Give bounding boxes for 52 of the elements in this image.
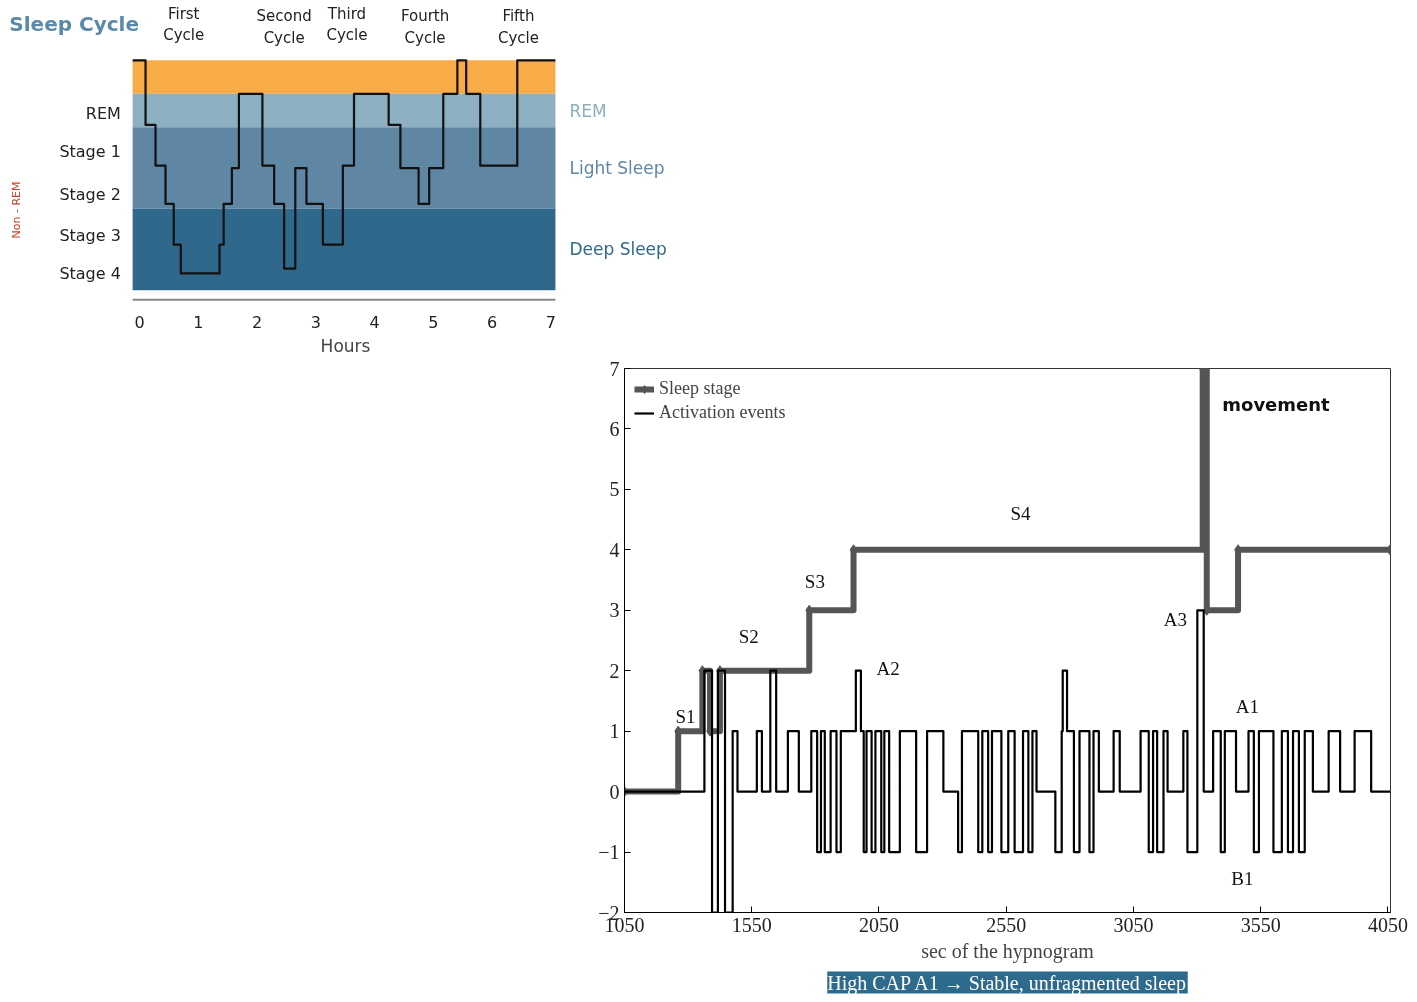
annotation: A2 <box>876 657 900 679</box>
x-tick-label: 3 <box>310 312 321 332</box>
y-tick-label: 5 <box>609 478 620 501</box>
y-tick-label: 2 <box>609 659 620 682</box>
chart-title: Sleep Cycle <box>9 12 139 37</box>
band-label: REM <box>569 100 607 121</box>
x-tick-label: 3050 <box>1113 913 1154 936</box>
x-tick-label: 6 <box>486 312 498 332</box>
text: Fourth Cycle <box>400 7 450 47</box>
y-tick-label: −1 <box>598 841 620 864</box>
text: Fifth Cycle <box>497 7 539 47</box>
text: Second Cycle <box>256 7 312 47</box>
x-tick-label: 5 <box>428 312 439 332</box>
annotation: S3 <box>804 571 825 593</box>
text: Stage 1 <box>59 141 121 161</box>
annotation: S1 <box>675 705 696 727</box>
y-tick-label: 4 <box>609 538 620 561</box>
x-axis-title: Hours <box>320 335 371 356</box>
legend-label: Activation events <box>659 402 786 423</box>
text: Stage 4 <box>59 263 121 283</box>
text: Third Cycle <box>326 4 368 45</box>
legend-label: Sleep stage <box>659 378 741 399</box>
annotation: movement <box>1222 394 1331 416</box>
text: Stage 3 <box>59 225 121 245</box>
text: First Cycle <box>163 4 205 45</box>
band-label: Light Sleep <box>569 158 665 179</box>
x-tick-label: 2050 <box>858 913 899 936</box>
annotation: S2 <box>738 625 759 647</box>
x-tick-label: 7 <box>545 312 556 332</box>
x-tick-label: 2550 <box>986 913 1027 936</box>
text: REM <box>85 103 121 123</box>
y-tick-label: 1 <box>609 720 620 743</box>
x-tick-label: 0 <box>134 312 145 332</box>
y-tick-label: 0 <box>609 780 620 803</box>
x-tick-label: 1 <box>193 312 204 332</box>
text: Stage 2 <box>59 184 121 204</box>
x-axis-title: sec of the hypnogram <box>921 939 1095 963</box>
band-label: Deep Sleep <box>569 239 667 260</box>
y-tick-label: 7 <box>609 357 620 380</box>
y-tick-label: 6 <box>609 417 620 440</box>
y-tick-label: 3 <box>609 599 620 622</box>
annotation: A1 <box>1235 695 1260 717</box>
annotation: A3 <box>1163 608 1188 630</box>
annotation: S4 <box>1010 503 1032 525</box>
x-tick-label: 4050 <box>1367 913 1408 936</box>
x-tick-label: 1550 <box>731 913 772 936</box>
annotation: B1 <box>1231 867 1254 889</box>
x-tick-label: 2 <box>252 312 263 332</box>
text: High CAP A1 → Stable, unfragmented sleep <box>827 971 1186 995</box>
text: Non - REM <box>9 181 23 239</box>
x-tick-label: 4 <box>369 312 380 332</box>
x-tick-label: 3550 <box>1240 913 1281 936</box>
